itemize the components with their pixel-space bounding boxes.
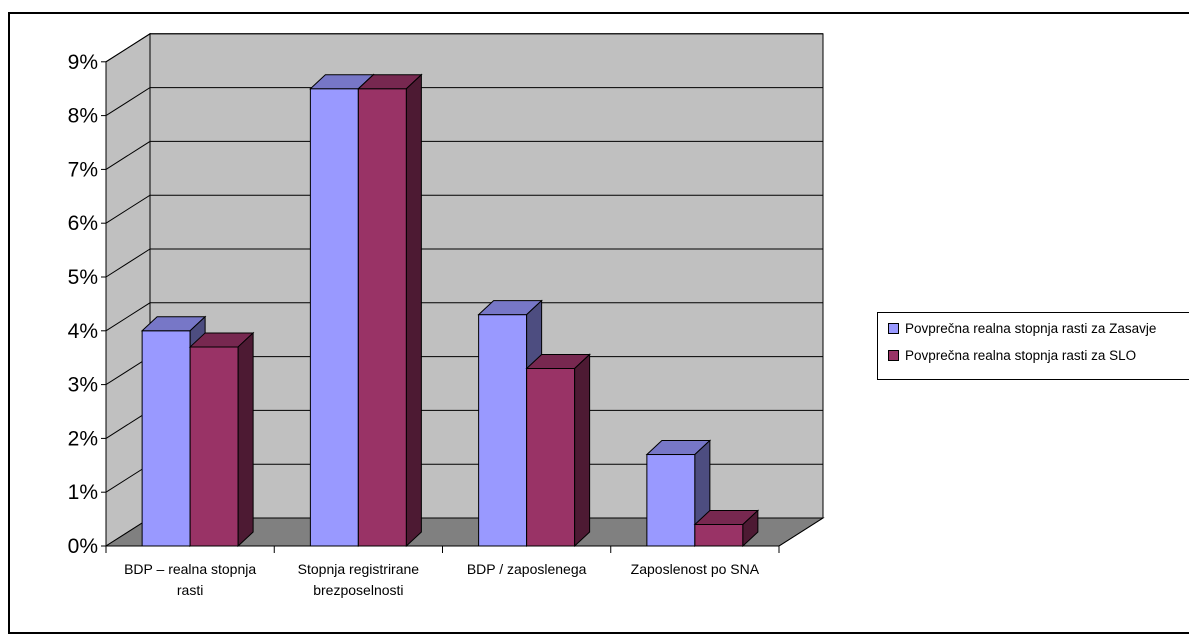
y-tick-label: 0% [68,535,98,558]
legend-item-slo: Povprečna realna stopnja rasti za SLO [888,348,1136,363]
y-tick-label: 9% [68,51,98,74]
bar-front [357,88,407,547]
x-tick-label: brezposelnosti [313,582,403,598]
x-tick-label: Zaposlenost po SNA [631,561,760,577]
bar-front [309,88,359,547]
gridline [105,194,823,224]
legend-swatch-slo [888,350,899,361]
y-tick-label: 1% [68,481,98,504]
gridline [105,302,823,332]
floor-right-edge [778,517,824,547]
y-tick-label: 6% [68,212,98,235]
bar-side [574,353,591,548]
bar-side [405,73,422,548]
chart-frame: 0% 1% 2% 3% 4% 5% 6% 7% 8% 9% BDP – realna stopnja… [8,12,1189,634]
y-tick-label: 3% [68,374,98,397]
bar-front [646,454,696,547]
legend-item-zasavje: Povprečna realna stopnja rasti za Zasavj… [888,321,1156,336]
bar-side [742,509,759,548]
bar-front [141,330,191,547]
gridline [105,248,823,278]
y-tick-label: 7% [68,158,98,181]
bar-side [237,331,254,548]
y-tick-label: 4% [68,320,98,343]
gridline [105,33,823,63]
y-tick-label: 8% [68,105,98,128]
x-tick-label: rasti [177,582,203,598]
bar-front [189,346,239,547]
bar-front [478,314,528,547]
y-tick-label: 5% [68,266,98,289]
legend: Povprečna realna stopnja rasti za Zasavj… [877,312,1189,380]
legend-label-slo: Povprečna realna stopnja rasti za SLO [905,348,1137,363]
legend-label-zasavje: Povprečna realna stopnja rasti za Zasavj… [905,321,1157,336]
x-tick-label: BDP / zaposlenega [467,561,587,577]
legend-swatch-zasavje [888,323,899,334]
bar-chart: 0% 1% 2% 3% 4% 5% 6% 7% 8% 9% BDP – realna stopnja… [68,32,825,598]
bar-front [694,523,744,547]
gridline [105,87,823,117]
bar-front [526,367,576,547]
x-tick-label: BDP – realna stopnja [124,561,256,577]
x-tick-label: Stopnja registrirane [298,561,420,577]
gridline [105,140,823,170]
y-tick-label: 2% [68,427,98,450]
